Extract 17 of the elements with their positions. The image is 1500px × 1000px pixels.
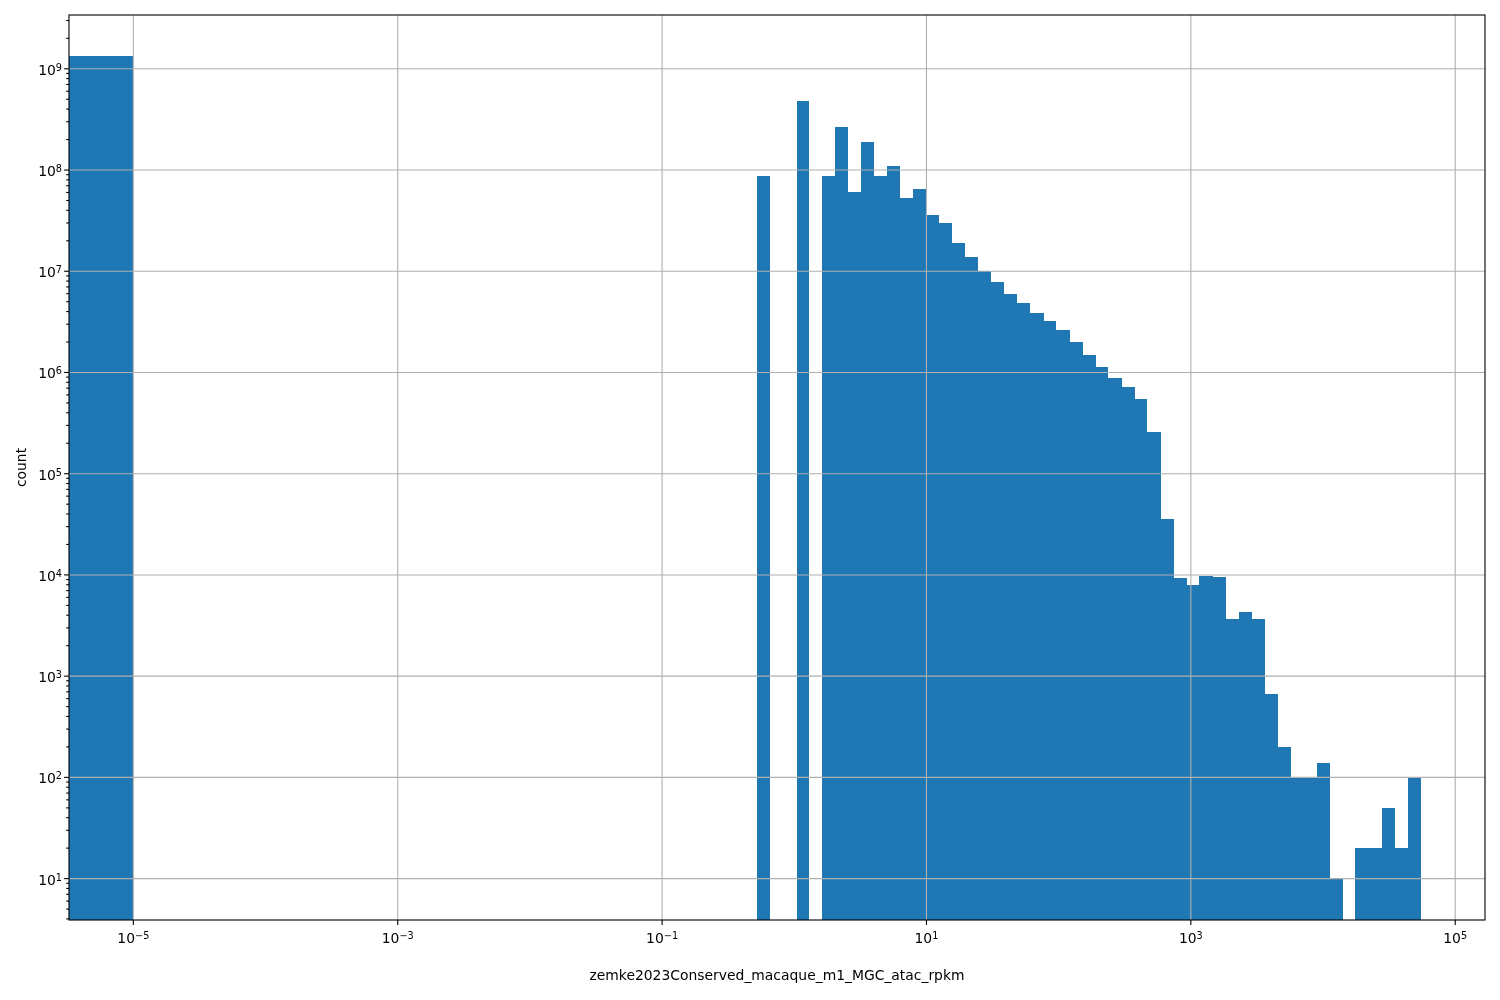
x-tick-label: 10$^{1}$: [914, 929, 939, 946]
y-axis-title: count: [13, 447, 29, 488]
y-tick-label: 10$^{1}$: [38, 871, 62, 888]
x-tick-label: 10$^{−1}$: [646, 929, 679, 946]
y-tick-label: 10$^{6}$: [38, 364, 62, 382]
y-tick-label: 10$^{8}$: [38, 162, 62, 180]
y-tick-label: 10$^{5}$: [38, 466, 62, 483]
y-tick-label: 10$^{2}$: [38, 769, 62, 787]
y-tick-label: 10$^{7}$: [38, 263, 62, 281]
y-tick-label: 10$^{4}$: [38, 567, 62, 584]
x-tick-label: 10$^{−5}$: [117, 929, 150, 946]
x-tick-label: 10$^{5}$: [1443, 929, 1468, 946]
x-tick-label: 10$^{3}$: [1178, 929, 1203, 946]
y-tick-label: 10$^{9}$: [38, 61, 62, 78]
x-axis-title: zemke2023Conserved_macaque_m1_MGC_atac_rpkm: [589, 967, 965, 983]
y-tick-label: 10$^{3}$: [38, 668, 62, 686]
x-tick-label: 10$^{−3}$: [381, 929, 414, 946]
